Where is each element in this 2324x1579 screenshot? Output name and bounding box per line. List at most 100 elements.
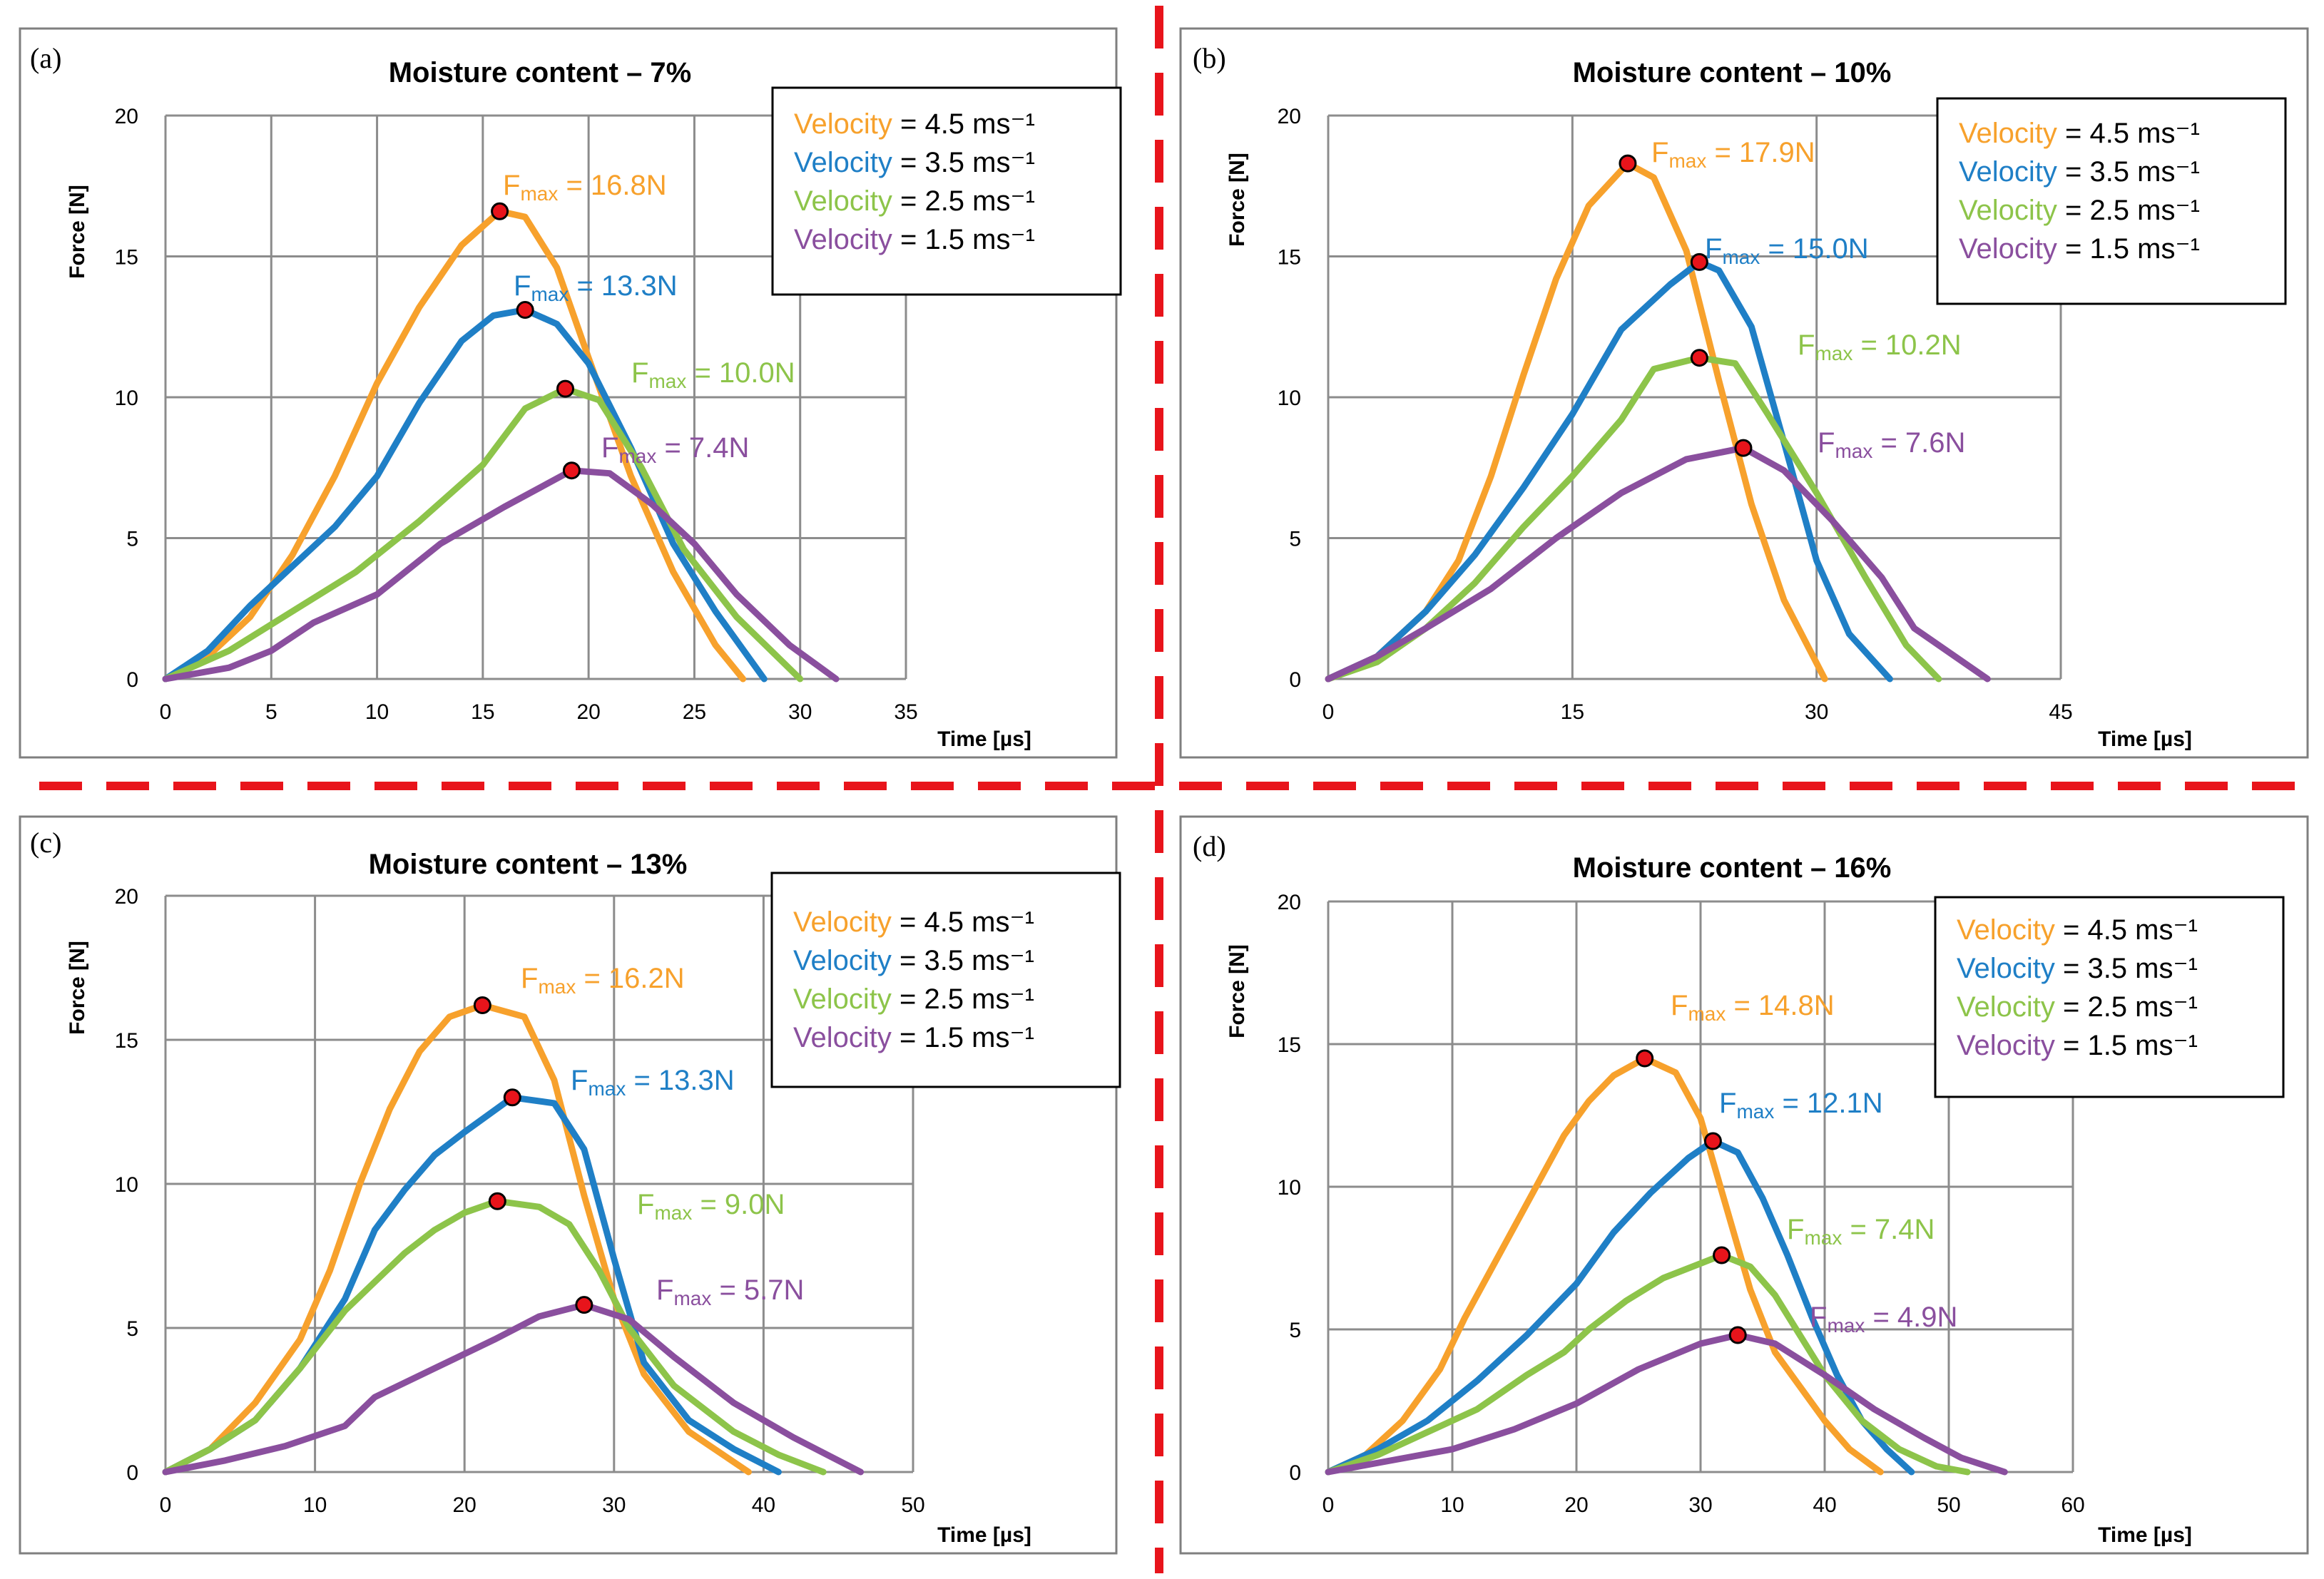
series-line bbox=[1325, 1332, 2008, 1476]
legend-entry: Velocity = 4.5 ms⁻¹ bbox=[1959, 118, 2200, 149]
y-tick-label: 15 bbox=[115, 1029, 138, 1053]
peak-marker bbox=[1703, 1132, 1722, 1150]
y-tick-label: 15 bbox=[1278, 1033, 1301, 1057]
y-axis-label: Force [N] bbox=[1225, 153, 1249, 247]
peak-annotation: Fmax = 14.8N bbox=[1671, 990, 1835, 1025]
x-tick-label: 0 bbox=[160, 1493, 172, 1517]
x-tick-label: 10 bbox=[303, 1493, 327, 1517]
x-tick-label: 5 bbox=[265, 700, 277, 724]
y-tick-label: 20 bbox=[115, 105, 138, 128]
chart-panel: 0 15 30 45 0 5 10 15 20 Moisture content – 10% Tim… bbox=[1179, 27, 2309, 759]
y-tick-label: 15 bbox=[1278, 246, 1301, 270]
series-line bbox=[1325, 354, 1942, 683]
x-tick-label: 50 bbox=[1937, 1493, 1960, 1517]
x-tick-label: 40 bbox=[752, 1493, 775, 1517]
legend-entry: Velocity = 3.5 ms⁻¹ bbox=[1959, 156, 2200, 188]
x-tick-label: 10 bbox=[365, 700, 389, 724]
chart-title: Moisture content – 13% bbox=[369, 849, 688, 880]
series-line bbox=[1325, 444, 1991, 683]
x-tick-label: 30 bbox=[1688, 1493, 1712, 1517]
y-tick-label: 5 bbox=[126, 1317, 138, 1341]
x-tick-label: 0 bbox=[1322, 700, 1335, 724]
panel-dividers bbox=[39, 6, 2318, 1573]
peak-annotation: Fmax = 7.6N bbox=[1818, 427, 1965, 462]
legend-entry: Velocity = 2.5 ms⁻¹ bbox=[1959, 195, 2200, 226]
legend-entry: Velocity = 3.5 ms⁻¹ bbox=[794, 147, 1035, 178]
y-axis-label: Force [N] bbox=[66, 185, 89, 279]
legend-box bbox=[770, 872, 1121, 1088]
y-tick-label: 0 bbox=[1289, 668, 1301, 692]
peak-marker bbox=[503, 1088, 521, 1107]
peak-annotation: Fmax = 13.3N bbox=[571, 1065, 735, 1100]
peak-marker bbox=[575, 1296, 593, 1314]
legend-entry: Velocity = 4.5 ms⁻¹ bbox=[794, 108, 1035, 140]
peak-marker bbox=[556, 379, 575, 398]
x-tick-label: 40 bbox=[1813, 1493, 1836, 1517]
peak-annotation: Fmax = 17.9N bbox=[1651, 137, 1815, 172]
y-tick-label: 0 bbox=[126, 668, 138, 692]
x-tick-label: 20 bbox=[576, 700, 600, 724]
series-line bbox=[1325, 1055, 1884, 1476]
legend-entry: Velocity = 2.5 ms⁻¹ bbox=[793, 983, 1034, 1015]
peak-annotation: Fmax = 12.1N bbox=[1719, 1088, 1883, 1123]
peak-marker bbox=[488, 1192, 506, 1210]
legend-entry: Velocity = 4.5 ms⁻¹ bbox=[1957, 914, 2198, 946]
legend-entry: Velocity = 3.5 ms⁻¹ bbox=[793, 945, 1034, 976]
x-tick-label: 50 bbox=[901, 1493, 924, 1517]
panel-label: (a) bbox=[30, 42, 61, 74]
peak-marker bbox=[1713, 1246, 1731, 1264]
x-tick-label: 0 bbox=[1322, 1493, 1335, 1517]
peak-annotation: Fmax = 5.7N bbox=[656, 1274, 804, 1309]
legend-entry: Velocity = 2.5 ms⁻¹ bbox=[794, 185, 1035, 217]
peak-annotation: Fmax = 16.8N bbox=[503, 170, 667, 205]
peak-annotation: Fmax = 7.4N bbox=[1787, 1214, 1935, 1249]
legend: Velocity = 4.5 ms⁻¹ Velocity = 3.5 ms⁻¹ Ve… bbox=[770, 872, 1121, 1088]
y-tick-label: 15 bbox=[115, 246, 138, 270]
peak-annotation: Fmax = 10.2N bbox=[1798, 329, 1962, 364]
x-tick-label: 30 bbox=[1805, 700, 1828, 724]
legend-box bbox=[1934, 896, 2285, 1098]
peak-annotation: Fmax = 7.4N bbox=[601, 432, 749, 467]
peak-marker bbox=[516, 301, 534, 320]
x-tick-label: 30 bbox=[788, 700, 812, 724]
x-tick-label: 30 bbox=[602, 1493, 626, 1517]
peak-annotation: Fmax = 9.0N bbox=[637, 1189, 785, 1224]
peak-marker bbox=[1728, 1326, 1747, 1344]
legend-box bbox=[771, 86, 1122, 296]
y-axis-label: Force [N] bbox=[1225, 944, 1249, 1038]
y-tick-label: 20 bbox=[115, 885, 138, 909]
peak-marker bbox=[473, 996, 491, 1015]
x-axis-label: Time [µs] bbox=[2098, 1523, 2192, 1547]
y-tick-label: 0 bbox=[1289, 1461, 1301, 1485]
legend-entry: Velocity = 1.5 ms⁻¹ bbox=[794, 224, 1035, 255]
y-tick-label: 5 bbox=[126, 528, 138, 551]
legend-entry: Velocity = 4.5 ms⁻¹ bbox=[793, 906, 1034, 938]
series-line bbox=[162, 1302, 865, 1476]
peak-marker bbox=[1690, 349, 1708, 367]
peak-marker bbox=[491, 202, 509, 220]
y-axis-label: Force [N] bbox=[66, 941, 89, 1035]
x-axis-label: Time [µs] bbox=[937, 1523, 1031, 1547]
panel-label: (d) bbox=[1193, 830, 1226, 862]
x-axis-label: Time [µs] bbox=[2098, 727, 2192, 751]
series-line bbox=[162, 467, 840, 683]
legend-entry: Velocity = 1.5 ms⁻¹ bbox=[1957, 1030, 2198, 1061]
y-tick-label: 20 bbox=[1278, 891, 1301, 914]
legend: Velocity = 4.5 ms⁻¹ Velocity = 3.5 ms⁻¹ Ve… bbox=[771, 86, 1122, 296]
panels: 0 5 10 15 20 25 30 35 0 5 10 15 20 Moisture content –… bbox=[19, 27, 2309, 1555]
y-tick-label: 20 bbox=[1278, 105, 1301, 128]
series-line bbox=[162, 385, 804, 683]
legend-entry: Velocity = 3.5 ms⁻¹ bbox=[1957, 953, 2198, 984]
y-tick-label: 5 bbox=[1289, 528, 1301, 551]
peak-annotation: Fmax = 4.9N bbox=[1810, 1302, 1957, 1337]
series-line bbox=[1325, 1252, 1971, 1476]
peak-annotation: Fmax = 10.0N bbox=[631, 357, 795, 392]
x-tick-label: 20 bbox=[1564, 1493, 1588, 1517]
x-tick-label: 35 bbox=[894, 700, 917, 724]
y-tick-label: 5 bbox=[1289, 1319, 1301, 1342]
series-line bbox=[162, 307, 768, 683]
series-line bbox=[162, 1197, 827, 1476]
peak-marker bbox=[1690, 252, 1708, 271]
x-tick-label: 20 bbox=[453, 1493, 476, 1517]
